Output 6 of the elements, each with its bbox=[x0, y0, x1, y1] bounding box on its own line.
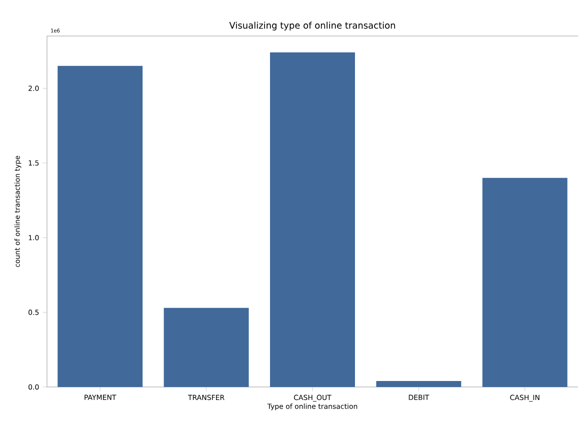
bar bbox=[376, 381, 462, 387]
chart-title: Visualizing type of online transaction bbox=[229, 22, 396, 30]
bar bbox=[58, 66, 143, 387]
bar bbox=[164, 308, 249, 387]
bar bbox=[482, 178, 568, 387]
bar bbox=[270, 52, 355, 387]
